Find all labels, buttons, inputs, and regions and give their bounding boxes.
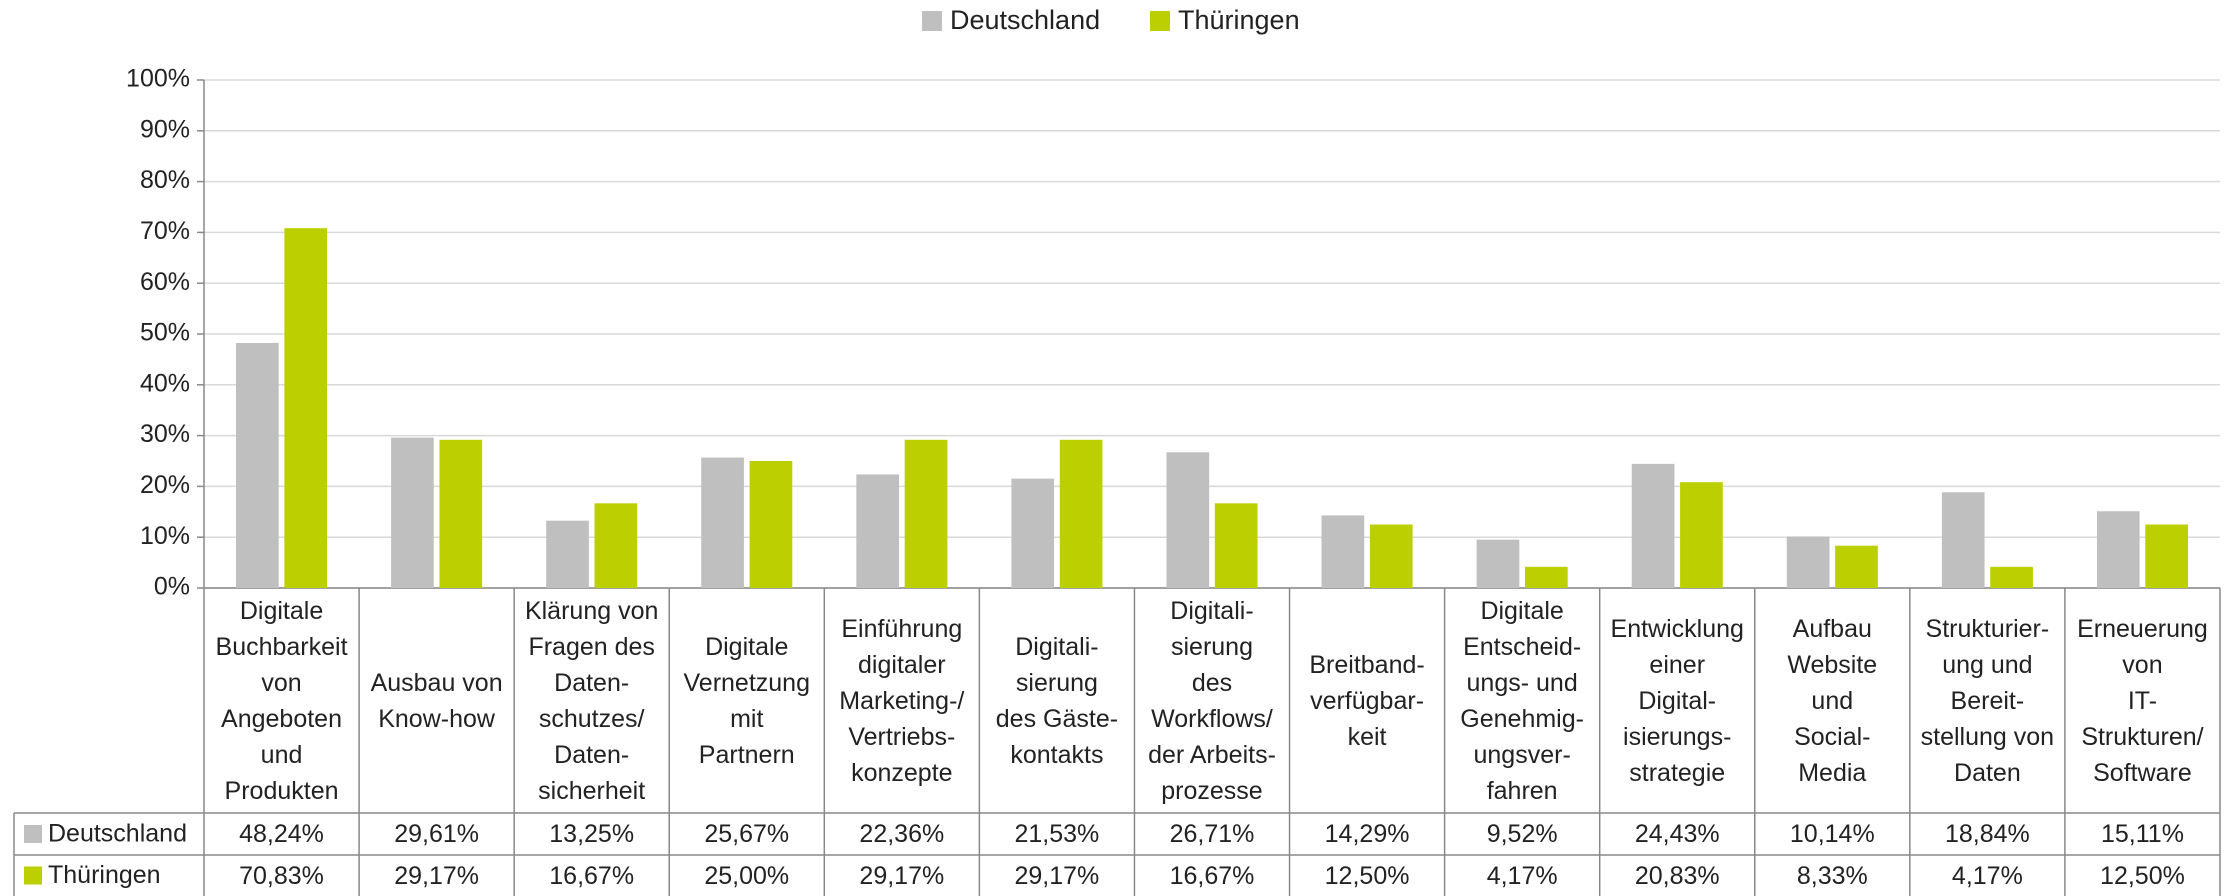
- bar: [594, 503, 638, 588]
- row-label: Deutschland: [48, 820, 187, 848]
- value-label: 29,61%: [394, 820, 479, 848]
- y-tick-label: 0%: [154, 573, 190, 601]
- value-label: 12,50%: [2100, 861, 2185, 890]
- value-label: 26,71%: [1169, 820, 1255, 848]
- value-label: 48,24%: [239, 820, 324, 848]
- category-label: Strukturier- ung und Bereit- stellung vo…: [1920, 614, 2055, 787]
- bar: [1835, 545, 1878, 588]
- bar: [1059, 439, 1103, 588]
- bar: [284, 228, 328, 588]
- bar: [1369, 524, 1413, 588]
- category-label: Aufbau Website und Social- Media: [1787, 614, 1878, 787]
- value-label: 15,11%: [2100, 820, 2184, 848]
- y-tick-label: 10%: [140, 522, 190, 550]
- y-tick-label: 50%: [140, 319, 190, 347]
- category-label: Erneuerung von IT- Strukturen/ Software: [2077, 614, 2208, 787]
- row-label: Thüringen: [48, 861, 161, 889]
- bar: [439, 439, 483, 588]
- category-label: Entwicklung einer Digital- isierungs- st…: [1610, 614, 1744, 787]
- bar: [1786, 536, 1830, 588]
- y-tick-label: 80%: [140, 166, 190, 194]
- value-label: 70,83%: [239, 861, 324, 890]
- value-label: 18,84%: [1944, 820, 2030, 848]
- bar: [1214, 503, 1258, 588]
- bar: [1166, 452, 1210, 588]
- value-label: 12,50%: [1324, 861, 1410, 890]
- bar: [904, 439, 948, 588]
- y-tick-label: 60%: [140, 268, 190, 296]
- y-tick-label: 30%: [140, 420, 190, 448]
- value-label: 4,17%: [1486, 861, 1558, 890]
- value-label: 21,53%: [1014, 820, 1100, 848]
- bar: [2145, 524, 2188, 588]
- value-label: 25,00%: [704, 861, 790, 890]
- value-label: 8,33%: [1796, 861, 1868, 890]
- value-label: 22,36%: [859, 820, 945, 848]
- legend-key: [1150, 11, 1170, 31]
- category-label: Breitband- verfügbar- keit: [1309, 650, 1425, 751]
- bar: [1524, 566, 1568, 588]
- bar: [1680, 482, 1723, 588]
- value-label: 9,52%: [1486, 820, 1558, 848]
- y-tick-label: 100%: [126, 65, 190, 93]
- y-tick-label: 20%: [140, 471, 190, 499]
- value-label: 13,25%: [549, 820, 635, 848]
- category-label: Ausbau von Know-how: [370, 668, 503, 733]
- bar: [856, 474, 900, 588]
- bar: [391, 437, 434, 588]
- category-label: Digitali- sierung des Workflows/ der Arb…: [1148, 596, 1276, 805]
- legend-label: Thüringen: [1178, 5, 1300, 35]
- bar: [1990, 566, 2033, 588]
- category-label: Digitale Vernetzung mit Partnern: [683, 632, 811, 769]
- bar: [1476, 539, 1520, 588]
- value-label: 16,67%: [549, 861, 635, 890]
- category-label: Digitale Entscheid- ungs- und Genehmig- …: [1460, 596, 1584, 805]
- bar: [1011, 478, 1055, 588]
- category-label: Einführung digitaler Marketing-/ Vertrie…: [839, 614, 965, 787]
- value-label: 29,17%: [859, 861, 945, 890]
- category-label: Digitali- sierung des Gäste- kontakts: [995, 632, 1119, 769]
- value-label: 24,43%: [1634, 820, 1720, 848]
- bar: [1631, 463, 1675, 588]
- bar: [701, 457, 744, 588]
- bar: [236, 342, 279, 588]
- y-tick-label: 70%: [140, 217, 190, 245]
- bar: [2096, 511, 2140, 588]
- value-label: 29,17%: [1014, 861, 1100, 890]
- value-label: 29,17%: [394, 861, 479, 890]
- value-label: 20,83%: [1634, 861, 1720, 890]
- legend-key: [922, 11, 942, 31]
- legend-key: [24, 825, 42, 843]
- y-tick-label: 40%: [140, 369, 190, 397]
- bar: [546, 520, 589, 588]
- bar: [749, 461, 793, 588]
- y-tick-label: 90%: [140, 115, 190, 143]
- value-label: 14,29%: [1324, 820, 1410, 848]
- category-label: Digitale Buchbarkeit von Angeboten und P…: [215, 596, 348, 805]
- bar: [1941, 492, 1985, 588]
- legend-label: Deutschland: [950, 5, 1100, 35]
- value-label: 16,67%: [1169, 861, 1255, 890]
- value-label: 10,14%: [1789, 820, 1875, 848]
- legend-key: [24, 866, 42, 885]
- bar: [1321, 515, 1365, 588]
- value-label: 25,67%: [704, 820, 790, 848]
- category-label: Klärung von Fragen des Daten- schutzes/ …: [524, 596, 659, 805]
- value-label: 4,17%: [1951, 861, 2023, 890]
